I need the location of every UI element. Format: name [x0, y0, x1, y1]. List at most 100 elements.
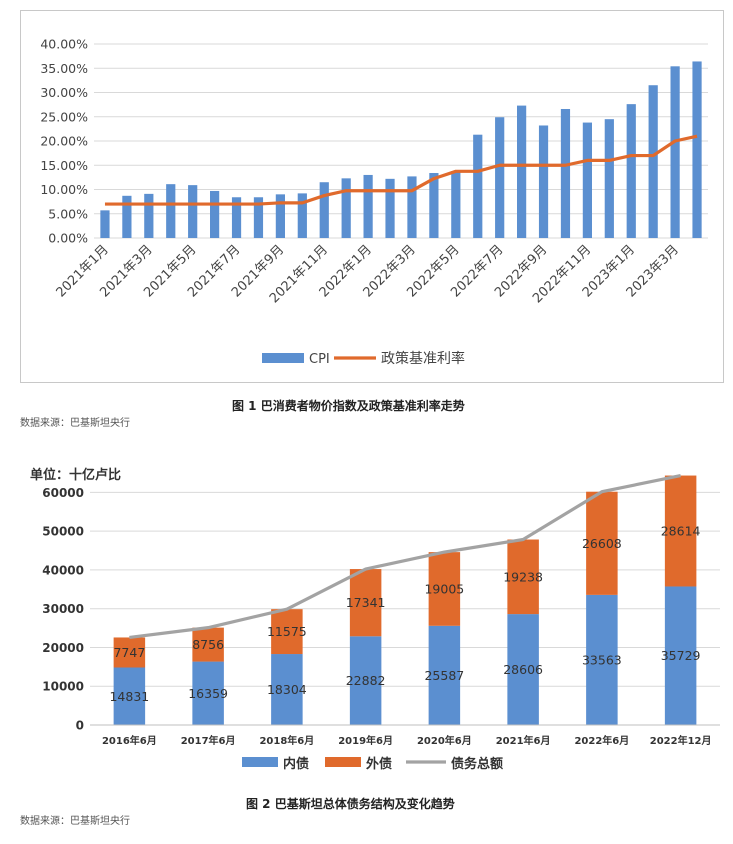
chart1-cpi-bar	[407, 176, 417, 238]
chart2-external-bar	[113, 637, 146, 668]
chart2-x-tick-label: 2020年6月	[417, 734, 472, 747]
chart2-y-tick-label: 0	[76, 719, 84, 733]
chart1-cpi-bar	[648, 85, 658, 238]
chart2-domestic-bar	[507, 614, 539, 725]
chart2-external-value-label: 28614	[661, 524, 701, 539]
chart2-external-value-label: 7747	[113, 645, 145, 660]
chart2-external-value-label: 11575	[267, 624, 307, 639]
chart1-y-tick-label: 20.00%	[40, 134, 88, 149]
chart1-y-tick-label: 35.00%	[40, 61, 88, 76]
chart1-y-tick-label: 30.00%	[40, 85, 88, 100]
chart2-external-bar	[349, 569, 382, 637]
chart2-svg: 0 10000 20000 30000 40000 50000 60000 14831 7747…	[42, 473, 720, 772]
chart2-domestic-bar	[192, 661, 224, 725]
chart2-domestic-value-label: 33563	[582, 652, 622, 667]
chart1-cpi-bar	[341, 178, 351, 238]
chart1-y-tick-label: 0.00%	[48, 231, 88, 246]
chart2-x-tick-label: 2022年12月	[650, 734, 712, 747]
chart1-cpi-bar	[495, 117, 505, 238]
chart1-cpi-bar	[670, 66, 680, 238]
chart2-y-tick-label: 60000	[42, 486, 84, 500]
chart1-frame: 0.00% 5.00% 10.00% 15.00% 20.00% 25.00% 30.00%…	[20, 10, 724, 383]
chart2-domestic-value-label: 16359	[188, 686, 228, 701]
chart2-domestic-bar	[271, 654, 303, 725]
chart1-y-tick-label: 5.00%	[48, 206, 88, 221]
chart2-external-bar	[586, 491, 618, 595]
chart2-x-tick-label: 2019年6月	[338, 734, 393, 747]
chart1-cpi-bar	[538, 125, 549, 238]
figure2-caption: 图 2 巴基斯坦总体债务结构及变化趋势	[246, 797, 455, 811]
chart2-x-tick-label: 2016年6月	[102, 734, 157, 747]
chart2-external-value-label: 8756	[192, 637, 224, 652]
chart1-y-tick-label: 15.00%	[40, 158, 88, 173]
chart1-cpi-bar	[275, 194, 285, 238]
chart2-domestic-value-label: 14831	[109, 689, 149, 704]
chart2-external-bar	[664, 475, 697, 587]
figure1-source: 数据来源：巴基斯坦央行	[20, 418, 130, 429]
chart2-y-tick-label: 30000	[42, 602, 84, 616]
chart1-y-tick-label: 40.00%	[40, 37, 88, 52]
chart1-cpi-bar	[473, 134, 483, 238]
chart1-cpi-bar	[604, 119, 614, 238]
chart2-legend-external-label: 外债	[365, 756, 392, 772]
chart2-x-tick-label: 2018年6月	[259, 734, 314, 747]
chart1-cpi-bar	[582, 122, 592, 238]
chart2-external-bar	[192, 627, 224, 662]
chart1-cpi-bar	[253, 197, 264, 238]
chart2-x-tick-label: 2021年6月	[496, 734, 551, 747]
chart2-domestic-value-label: 22882	[346, 673, 386, 688]
chart2-external-bar	[271, 609, 303, 655]
chart1-legend-cpi-swatch	[262, 353, 304, 363]
chart2-external-value-label: 17341	[346, 595, 386, 610]
chart1-cpi-bar	[517, 105, 527, 238]
chart2-external-value-label: 19005	[424, 581, 464, 596]
chart2-domestic-bar	[664, 586, 697, 725]
chart1-cpi-bar	[363, 174, 373, 238]
chart1-cpi-bar	[385, 178, 395, 238]
chart1-legend-rate-label: 政策基准利率	[381, 350, 465, 367]
chart1-legend-cpi-label: CPI	[309, 352, 330, 367]
chart1-y-tick-label: 10.00%	[40, 182, 88, 197]
chart2-domestic-bar	[586, 594, 618, 725]
chart1-cpi-bar	[319, 182, 329, 238]
chart2-external-value-label: 19238	[503, 569, 543, 584]
chart2-external-bar	[428, 552, 461, 626]
chart1-cpi-bar	[210, 190, 220, 238]
figure1-caption: 图 1 巴消费者物价指数及政策基准利率走势	[232, 399, 465, 413]
chart2-external-bar	[507, 539, 539, 615]
chart2-y-tick-label: 20000	[42, 641, 84, 655]
chart2-legend-external-swatch	[325, 757, 361, 767]
chart1-cpi-bar	[297, 193, 307, 238]
chart2-y-tick-label: 50000	[42, 525, 84, 539]
chart1-cpi-bar	[692, 61, 702, 239]
chart2-domestic-value-label: 28606	[503, 662, 543, 677]
chart1-cpi-bar	[429, 173, 439, 238]
chart2-y-tick-label: 10000	[42, 680, 84, 694]
figure2-unit-label: 单位：十亿卢比	[30, 468, 122, 483]
chart2-domestic-value-label: 25587	[424, 668, 464, 683]
chart1-cpi-bar	[166, 184, 176, 238]
chart2-y-tick-label: 40000	[42, 563, 84, 577]
chart2-domestic-bar	[349, 636, 382, 725]
figure2-source: 数据来源：巴基斯坦央行	[20, 816, 130, 827]
chart1-cpi-bar	[451, 171, 461, 238]
chart1-cpi-bar	[100, 210, 110, 238]
chart2-x-tick-label: 2017年6月	[181, 734, 236, 747]
chart1-svg: 0.00% 5.00% 10.00% 15.00% 20.00% 25.00% 30.00%…	[40, 37, 708, 367]
chart2-total-line	[129, 473, 681, 640]
chart2-x-tick-label: 2022年6月	[574, 734, 629, 747]
chart1-y-tick-label: 25.00%	[40, 109, 88, 124]
chart1-cpi-bar	[626, 104, 636, 238]
chart1-cpi-bar	[144, 193, 154, 238]
chart1-cpi-bar	[122, 195, 132, 238]
chart2-domestic-bar	[113, 667, 146, 725]
chart2-legend-domestic-swatch	[242, 757, 278, 767]
chart1-cpi-bar	[231, 197, 242, 238]
chart1-cpi-bar	[188, 185, 198, 238]
chart2-domestic-bar	[428, 625, 461, 725]
chart1-cpi-bar	[560, 108, 571, 239]
chart2-legend-total-label: 债务总额	[451, 756, 503, 772]
chart2-domestic-value-label: 35729	[661, 648, 701, 663]
chart1-rate-line	[104, 134, 698, 206]
chart2-external-value-label: 26608	[582, 536, 622, 551]
